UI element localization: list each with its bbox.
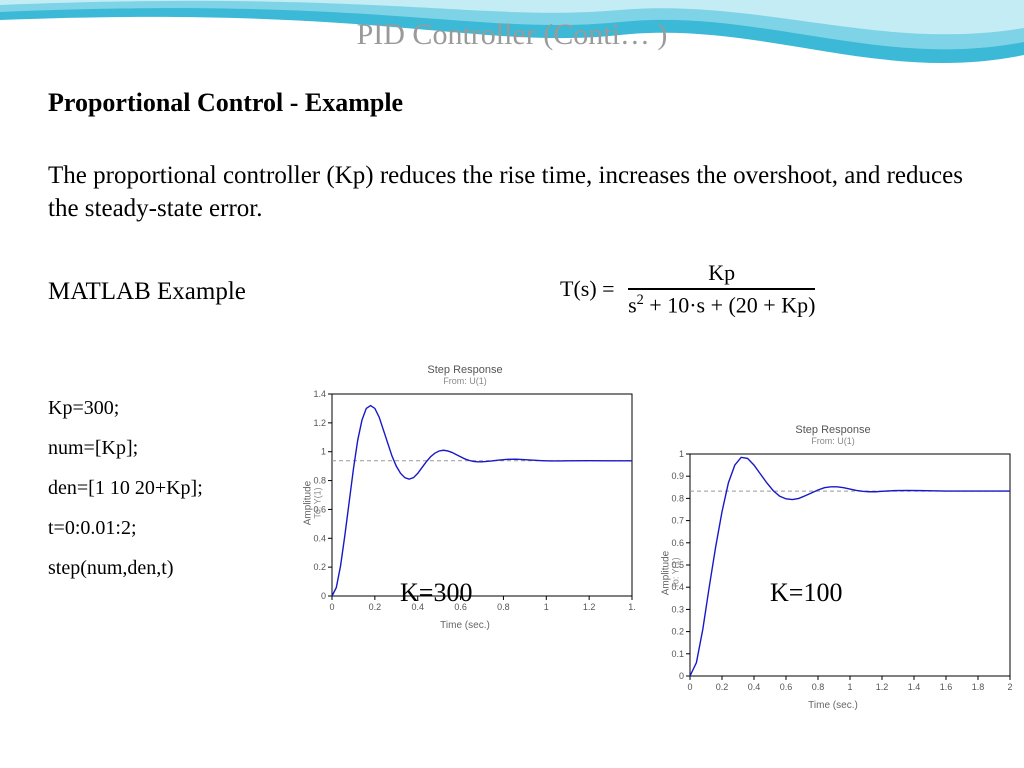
matlab-code: Kp=300;num=[Kp];den=[1 10 20+Kp];t=0:0.0… — [48, 388, 203, 588]
slide-title: PID Controller (Conti… ) — [0, 18, 1024, 52]
svg-text:0.2: 0.2 — [313, 562, 326, 572]
svg-text:1.2: 1.2 — [313, 418, 326, 428]
svg-text:0.2: 0.2 — [369, 602, 382, 612]
chart-ylabel2: To: Y(1) — [671, 557, 681, 588]
svg-text:0.8: 0.8 — [812, 682, 825, 692]
section-title: Proportional Control - Example — [48, 88, 403, 118]
svg-text:1: 1 — [847, 682, 852, 692]
svg-text:0.4: 0.4 — [313, 533, 326, 543]
svg-text:0.2: 0.2 — [671, 627, 684, 637]
step-response-chart-k100: Step Response From: U(1) Amplitude To: Y… — [648, 420, 1018, 721]
svg-text:0.8: 0.8 — [671, 493, 684, 503]
equation-lhs: T(s) = — [560, 276, 615, 302]
k-label-100: K=100 — [770, 578, 842, 608]
svg-text:0.8: 0.8 — [497, 602, 510, 612]
svg-text:0.3: 0.3 — [671, 604, 684, 614]
chart-title: Step Response — [290, 360, 640, 376]
chart-title: Step Response — [648, 420, 1018, 436]
chart-xlabel: Time (sec.) — [290, 620, 640, 631]
svg-text:1.2: 1.2 — [583, 602, 596, 612]
matlab-label: MATLAB Example — [48, 278, 246, 306]
chart-subtitle: From: U(1) — [648, 436, 1018, 446]
svg-text:1.4: 1.4 — [908, 682, 921, 692]
svg-text:0.1: 0.1 — [671, 649, 684, 659]
svg-text:0.4: 0.4 — [748, 682, 761, 692]
chart-ylabel2: To: Y(1) — [313, 487, 323, 518]
chart-xlabel: Time (sec.) — [648, 700, 1018, 711]
svg-text:0.2: 0.2 — [716, 682, 729, 692]
svg-text:0.6: 0.6 — [780, 682, 793, 692]
transfer-function-equation: T(s) = Kp s2 + 10·s + (20 + Kp) — [560, 260, 990, 318]
code-line: den=[1 10 20+Kp]; — [48, 468, 203, 508]
svg-text:0: 0 — [321, 591, 326, 601]
body-text: The proportional controller (Kp) reduces… — [48, 160, 978, 225]
svg-text:2: 2 — [1007, 682, 1012, 692]
svg-text:1.4: 1.4 — [313, 389, 326, 399]
svg-text:0: 0 — [687, 682, 692, 692]
equation-denominator: s2 + 10·s + (20 + Kp) — [628, 290, 815, 318]
equation-fraction: Kp s2 + 10·s + (20 + Kp) — [628, 260, 815, 318]
code-line: step(num,den,t) — [48, 548, 203, 588]
svg-text:1.8: 1.8 — [972, 682, 985, 692]
svg-text:1.: 1. — [628, 602, 636, 612]
svg-text:1: 1 — [321, 447, 326, 457]
svg-text:1: 1 — [679, 449, 684, 459]
k-label-300: K=300 — [400, 578, 472, 608]
svg-text:0: 0 — [329, 602, 334, 612]
svg-text:0: 0 — [679, 671, 684, 681]
svg-text:1.2: 1.2 — [876, 682, 889, 692]
svg-text:1: 1 — [544, 602, 549, 612]
code-line: Kp=300; — [48, 388, 203, 428]
code-line: t=0:0.01:2; — [48, 508, 203, 548]
svg-text:0.7: 0.7 — [671, 516, 684, 526]
svg-text:1.6: 1.6 — [940, 682, 953, 692]
svg-text:0.8: 0.8 — [313, 476, 326, 486]
code-line: num=[Kp]; — [48, 428, 203, 468]
svg-text:0.9: 0.9 — [671, 471, 684, 481]
equation-numerator: Kp — [628, 260, 815, 290]
chart-subtitle: From: U(1) — [290, 376, 640, 386]
svg-text:0.6: 0.6 — [671, 538, 684, 548]
